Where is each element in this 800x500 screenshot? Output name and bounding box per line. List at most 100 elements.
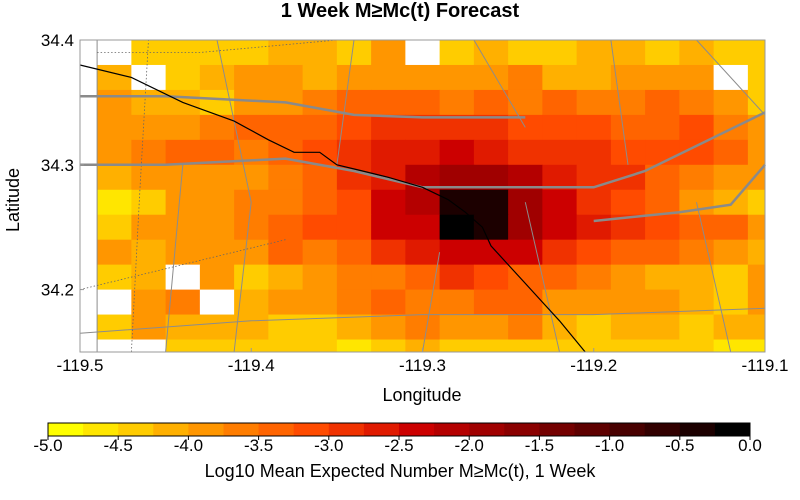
heatmap-cell	[542, 339, 578, 353]
heatmap-cell	[234, 40, 269, 66]
y-axis-ticks: 34.2 34.3 34.4	[41, 31, 84, 300]
heatmap-cell	[713, 264, 749, 291]
heatmap-cell	[336, 139, 372, 166]
heatmap-cell	[610, 289, 646, 316]
heatmap-cell	[234, 264, 269, 291]
coastline	[79, 64, 586, 353]
heatmap-cell	[610, 239, 646, 266]
heatmap-cell	[439, 214, 475, 241]
heatmap-cell	[268, 239, 304, 266]
heatmap-cell	[508, 214, 543, 241]
heatmap-cell	[542, 40, 578, 66]
heatmap-cell	[747, 289, 766, 316]
heatmap-cell	[576, 139, 612, 166]
heatmap-cell	[199, 289, 235, 316]
heatmap-cell	[576, 114, 612, 141]
heatmap-cell	[645, 339, 680, 353]
colorbar-tick-label: -4.5	[104, 436, 133, 455]
heatmap-cell	[473, 40, 509, 66]
heatmap-cell	[199, 114, 235, 141]
heatmap-cell	[165, 339, 201, 353]
heatmap-cell	[234, 64, 269, 91]
heatmap-cell	[268, 289, 304, 316]
heatmap-cell	[302, 40, 338, 66]
heatmap-cell	[336, 339, 372, 353]
heatmap-cell	[165, 64, 201, 91]
heatmap-cell	[610, 264, 646, 291]
road-line	[610, 39, 629, 165]
road-line	[524, 202, 560, 353]
heatmap-cell	[645, 314, 680, 341]
heatmap-cell	[97, 289, 132, 316]
colorbar-tick-label: -4.0	[174, 436, 203, 455]
heatmap-cell	[508, 264, 543, 291]
heatmap-cell	[199, 239, 235, 266]
heatmap-cell	[679, 114, 715, 141]
heatmap-cell	[747, 339, 766, 353]
heatmap-cell	[131, 264, 167, 291]
heatmap-cell	[747, 189, 766, 216]
colorbar-swatch	[504, 423, 540, 436]
heatmap-cell	[268, 164, 304, 191]
heatmap-cell	[679, 214, 715, 241]
heatmap-cell	[679, 64, 715, 91]
colorbar-tick-label: -2.0	[455, 436, 484, 455]
heatmap-cell	[713, 114, 749, 141]
heatmap-cell	[713, 89, 749, 116]
heatmap-cell	[439, 239, 475, 266]
heatmap-cell	[542, 214, 578, 241]
heatmap-cell	[747, 214, 766, 241]
heatmap-cell	[371, 214, 406, 241]
heatmap-cell	[713, 214, 749, 241]
colorbar-swatch	[118, 423, 154, 436]
heatmap-cell	[439, 114, 475, 141]
heatmap-cell	[747, 114, 766, 141]
heatmap-cell	[508, 289, 543, 316]
colorbar-swatch	[469, 423, 505, 436]
heatmap-cell	[508, 339, 543, 353]
x-tick-label: -119.1	[742, 356, 789, 375]
highway-line	[593, 163, 766, 223]
road-line	[696, 202, 732, 353]
heatmap-cell	[679, 264, 715, 291]
heatmap-cell	[336, 64, 372, 91]
heatmap-cell	[371, 189, 406, 216]
heatmap-cell	[576, 64, 612, 91]
heatmap-cell	[508, 114, 543, 141]
heatmap-cell	[371, 239, 406, 266]
road-line	[422, 252, 441, 353]
heatmap-cell	[679, 40, 715, 66]
boundary-line	[79, 239, 286, 290]
heatmap-cell	[473, 139, 509, 166]
heatmap-cell	[508, 64, 543, 91]
heatmap-cell	[473, 314, 509, 341]
heatmap-cell	[97, 189, 132, 216]
heatmap-cell	[610, 314, 646, 341]
heatmap-cell	[336, 40, 372, 66]
heatmap-cell	[165, 214, 201, 241]
heatmap-cell	[713, 139, 749, 166]
heatmap-cell	[97, 40, 132, 66]
heatmap-cell	[542, 89, 578, 116]
heatmap-cell	[405, 89, 441, 116]
heatmap-cell	[336, 214, 372, 241]
heatmap-cell	[199, 89, 235, 116]
heatmap-cell	[473, 264, 509, 291]
heatmap-cell	[508, 40, 543, 66]
heatmap-cell	[405, 339, 441, 353]
colorbar-label: Log10 Mean Expected Number M≥Mc(t), 1 We…	[205, 461, 597, 481]
heatmap-cell	[645, 214, 680, 241]
heatmap-cell	[542, 189, 578, 216]
heatmap-cell	[336, 189, 372, 216]
heatmap-cell	[473, 239, 509, 266]
heatmap-cell	[97, 64, 132, 91]
colorbar-tick-label: -3.5	[244, 436, 273, 455]
heatmap-cell	[747, 314, 766, 341]
colorbar-swatch	[434, 423, 470, 436]
colorbar-tick-label: -5.0	[33, 436, 62, 455]
heatmap-cell	[439, 289, 475, 316]
heatmap-cell	[336, 239, 372, 266]
heatmap-cell	[576, 40, 612, 66]
heatmap-cell	[165, 239, 201, 266]
heatmap-cell	[234, 89, 269, 116]
